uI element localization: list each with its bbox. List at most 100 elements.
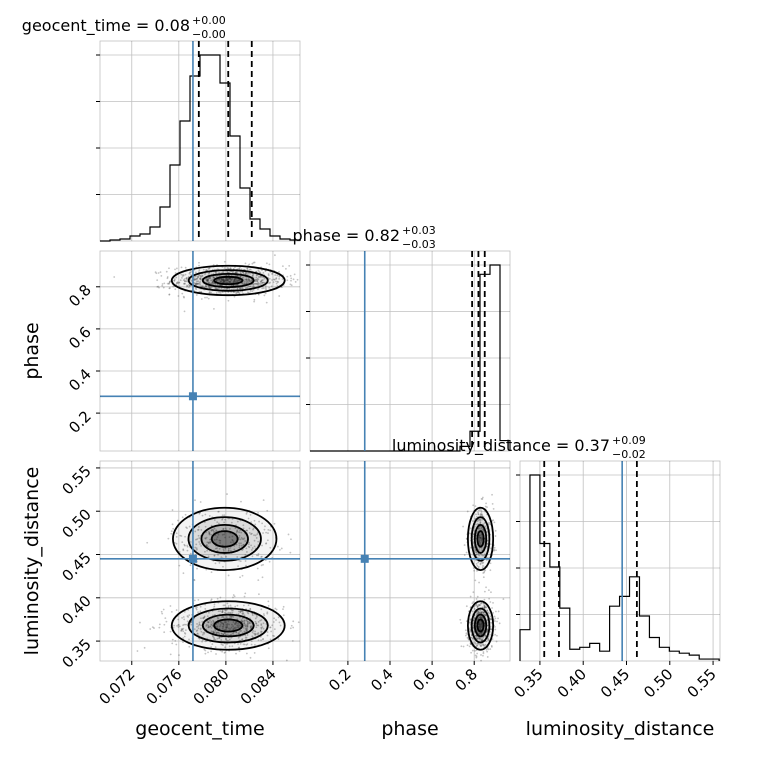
- sample-point: [479, 562, 482, 565]
- sample-point: [208, 515, 211, 517]
- sample-point: [237, 622, 240, 625]
- sample-point: [467, 638, 470, 641]
- sample-point: [487, 648, 490, 651]
- density-contour: [210, 530, 239, 548]
- sample-point: [257, 540, 260, 543]
- sample-point: [479, 620, 482, 623]
- sample-point: [245, 636, 248, 639]
- sample-point: [208, 541, 211, 544]
- sample-point: [492, 601, 494, 604]
- sample-point: [194, 287, 197, 289]
- sample-point: [199, 610, 202, 613]
- sample-point: [475, 559, 477, 562]
- sample-point: [474, 642, 477, 645]
- sample-point: [479, 519, 482, 522]
- sample-point: [478, 637, 481, 640]
- sample-point: [274, 607, 277, 610]
- sample-point: [477, 617, 480, 620]
- histogram-bar: [240, 188, 250, 241]
- sample-point: [486, 630, 489, 632]
- sample-point: [233, 279, 236, 282]
- sample-point: [199, 627, 202, 630]
- sample-point: [260, 627, 263, 630]
- sample-point: [267, 604, 270, 607]
- sample-point: [198, 282, 201, 285]
- sample-point: [180, 273, 183, 276]
- sample-point: [480, 654, 482, 656]
- sample-point: [289, 283, 292, 286]
- sample-point: [262, 287, 265, 290]
- sample-point: [495, 640, 498, 643]
- sample-point: [171, 509, 174, 511]
- sample-point: [479, 645, 482, 647]
- sample-point: [151, 626, 154, 629]
- sample-point: [480, 644, 483, 647]
- sample-point: [482, 576, 485, 579]
- sample-point: [171, 523, 174, 526]
- sample-point: [215, 271, 217, 273]
- sample-point: [204, 640, 207, 643]
- sample-point: [272, 634, 274, 637]
- sample-point: [245, 630, 248, 633]
- sample-point: [177, 618, 180, 621]
- sample-point: [243, 620, 246, 622]
- sample-point: [250, 625, 253, 627]
- sample-point: [480, 602, 482, 605]
- sample-point: [495, 549, 497, 552]
- sample-point: [257, 269, 260, 271]
- sample-point: [168, 282, 171, 285]
- sample-point: [241, 290, 244, 293]
- sample-point: [219, 542, 221, 544]
- sample-point: [486, 506, 488, 509]
- sample-point: [236, 624, 239, 627]
- sample-point: [223, 260, 226, 263]
- sample-point: [186, 527, 188, 530]
- sample-point: [483, 606, 486, 608]
- sample-point: [230, 636, 233, 639]
- sample-point: [277, 616, 280, 619]
- sample-point: [476, 644, 478, 647]
- sample-point: [255, 622, 258, 625]
- sample-point: [481, 616, 484, 619]
- sample-point: [465, 605, 468, 608]
- sample-point: [472, 619, 475, 622]
- sample-point: [209, 540, 212, 543]
- sample-point: [136, 650, 139, 652]
- sample-point: [477, 611, 480, 613]
- sample-point: [227, 549, 230, 552]
- sample-point: [260, 555, 263, 558]
- sample-point: [197, 276, 199, 278]
- sample-point: [478, 611, 480, 614]
- sample-point: [264, 285, 267, 287]
- sample-point: [476, 644, 479, 647]
- x-axis-title: geocent_time: [135, 718, 264, 740]
- sample-point: [476, 515, 478, 518]
- sample-point: [479, 542, 481, 545]
- sample-point: [494, 529, 497, 532]
- sample-point: [286, 275, 289, 278]
- sample-point: [221, 533, 224, 536]
- sample-point: [290, 624, 293, 627]
- sample-point: [170, 532, 173, 535]
- sample-point: [478, 536, 481, 538]
- sample-point: [223, 279, 226, 281]
- sample-point: [212, 620, 215, 623]
- sample-point: [459, 618, 462, 621]
- sample-point: [188, 284, 191, 287]
- sample-point: [201, 620, 204, 623]
- sample-point: [183, 543, 186, 546]
- sample-point: [276, 545, 279, 548]
- sample-point: [228, 627, 230, 630]
- sample-point: [232, 541, 235, 543]
- histogram-outline: [519, 474, 720, 661]
- sample-point: [178, 551, 181, 553]
- sample-point: [480, 639, 483, 642]
- sample-point: [206, 623, 208, 626]
- sample-point: [255, 614, 258, 617]
- sample-point: [494, 617, 497, 620]
- sample-point: [223, 287, 226, 290]
- sample-point: [240, 500, 242, 503]
- sample-point: [196, 282, 199, 285]
- sample-point: [197, 526, 200, 528]
- sample-point: [248, 532, 251, 534]
